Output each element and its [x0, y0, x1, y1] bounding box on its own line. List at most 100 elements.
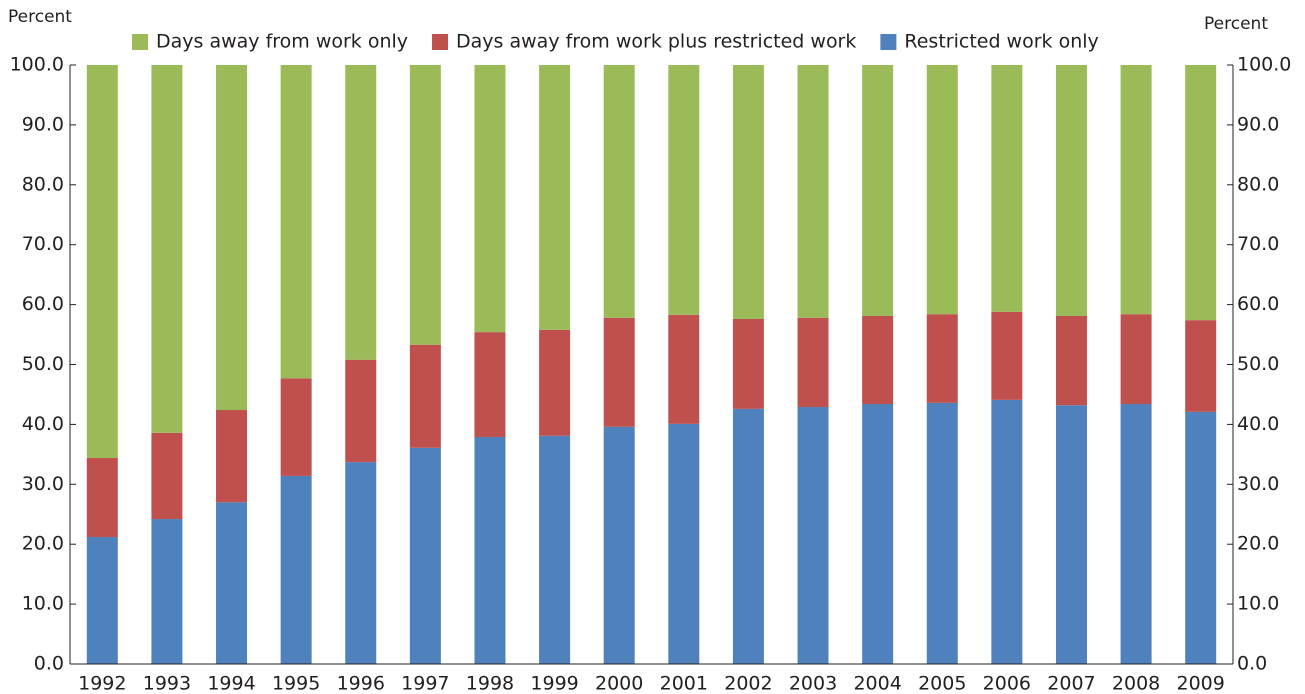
bar-segment [732, 65, 764, 319]
y-axis-label: Percent [8, 7, 72, 27]
x-tick-label: 2006 [983, 673, 1031, 694]
bar-segment [86, 537, 118, 664]
bar-segment [474, 332, 506, 437]
bar-segment [409, 344, 441, 448]
bar-segment [216, 502, 248, 664]
legend-swatch [132, 34, 148, 50]
bar-segment [603, 317, 635, 427]
y2-tick-label: 90.0 [1237, 113, 1279, 135]
x-tick-label: 1999 [530, 673, 578, 694]
bar-segment [1185, 320, 1217, 412]
bar-segment [862, 315, 894, 405]
bar-segment [151, 519, 183, 664]
y-tick-label: 10.0 [22, 593, 64, 615]
y-tick-label: 0.0 [34, 653, 64, 675]
bar-segment [345, 65, 377, 360]
bar-segment [862, 65, 894, 316]
y-tick-label: 20.0 [22, 533, 64, 555]
bar-segment [280, 65, 312, 379]
x-tick-label: 2008 [1112, 673, 1160, 694]
bar-segment [86, 457, 118, 538]
legend-label: Days away from work plus restricted work [456, 31, 856, 53]
bar-segment [797, 317, 829, 408]
bar-segment [797, 407, 829, 664]
x-tick-label: 2005 [918, 673, 966, 694]
bar-segment [280, 378, 312, 476]
bar-segment [668, 423, 700, 664]
x-tick-label: 2001 [660, 673, 708, 694]
x-tick-label: 1996 [337, 673, 385, 694]
x-tick-label: 1993 [143, 673, 191, 694]
y2-tick-label: 100.0 [1237, 54, 1291, 76]
bar-segment [1120, 65, 1152, 315]
bar-segment [409, 65, 441, 345]
y-tick-label: 60.0 [22, 293, 64, 315]
bar-segment [991, 65, 1023, 312]
bar-segment [409, 447, 441, 664]
x-tick-label: 2000 [595, 673, 643, 694]
y2-tick-label: 30.0 [1237, 473, 1279, 495]
bar-segment [1055, 315, 1087, 406]
bar-segment [151, 432, 183, 520]
y-tick-label: 70.0 [22, 233, 64, 255]
legend-label: Restricted work only [904, 31, 1098, 53]
bar-segment [1055, 65, 1087, 316]
legend-swatch [880, 34, 897, 50]
y-tick-label: 90.0 [22, 113, 64, 135]
x-tick-label: 2002 [724, 673, 772, 694]
bar-segment [539, 329, 571, 436]
x-tick-label: 1998 [466, 673, 514, 694]
y-tick-label: 50.0 [22, 353, 64, 375]
y2-tick-label: 70.0 [1237, 233, 1279, 255]
x-tick-label: 1997 [401, 673, 449, 694]
bar-segment [1185, 65, 1217, 321]
x-tick-label: 1994 [207, 673, 255, 694]
bar-segment [345, 462, 377, 664]
bar-segment [603, 65, 635, 318]
bar-segment [668, 65, 700, 315]
bar-segment [991, 311, 1023, 400]
y-tick-label: 100.0 [10, 54, 64, 76]
x-tick-label: 2007 [1047, 673, 1095, 694]
bar-segment [732, 408, 764, 664]
legend-swatch [432, 34, 449, 50]
bar-segment [991, 399, 1023, 664]
bar-segment [474, 436, 506, 664]
bar-segment [474, 65, 506, 333]
y2-tick-label: 40.0 [1237, 413, 1279, 435]
bar-segment [86, 65, 118, 458]
y-tick-label: 30.0 [22, 473, 64, 495]
bar-segment [926, 314, 958, 403]
bar-segment [862, 404, 894, 664]
y-tick-label: 80.0 [22, 173, 64, 195]
bar-segment [732, 318, 764, 409]
bar-segment [216, 65, 248, 411]
bar-segment [151, 65, 183, 433]
y2-tick-label: 0.0 [1237, 653, 1267, 675]
bar-segment [926, 65, 958, 315]
bar-segment [345, 359, 377, 463]
x-tick-label: 1992 [78, 673, 126, 694]
bar-segment [1120, 404, 1152, 664]
bar-segment [539, 435, 571, 664]
y2-tick-label: 80.0 [1237, 173, 1279, 195]
bar-segment [668, 314, 700, 424]
bar-segment [216, 410, 248, 503]
x-tick-label: 2003 [789, 673, 837, 694]
bar-segment [1185, 411, 1217, 664]
y2-axis-label: Percent [1204, 14, 1268, 34]
y-tick-label: 40.0 [22, 413, 64, 435]
x-tick-label: 1995 [272, 673, 320, 694]
x-tick-label: 2004 [853, 673, 901, 694]
bar-segment [603, 426, 635, 664]
bar-segment [1120, 314, 1152, 405]
bar-segment [1055, 405, 1087, 664]
bar-segment [280, 475, 312, 664]
bar-segment [926, 402, 958, 664]
x-tick-label: 2009 [1177, 673, 1225, 694]
y2-tick-label: 20.0 [1237, 533, 1279, 555]
bar-segment [797, 65, 829, 318]
legend-label: Days away from work only [156, 31, 408, 53]
